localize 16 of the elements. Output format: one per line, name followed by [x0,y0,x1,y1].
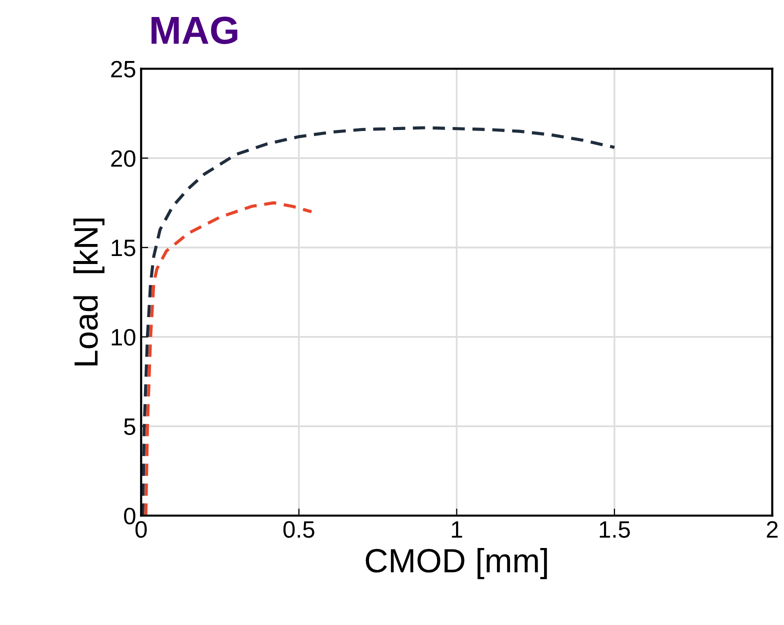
line-series [141,126,616,516]
y-tick-label: 20 [111,150,136,167]
y-tick-label: 0 [124,508,136,524]
x-tick-label: 1 [452,521,462,538]
y-tick-label: 5 [124,418,136,436]
y-tick-label: 15 [112,240,136,256]
y-axis-title: Load [kN] [73,218,104,366]
x-axis-title: CMOD [mm] [366,548,547,580]
y-tick-label: 25 [111,60,136,78]
chart-title: MAG [152,16,238,44]
x-tick-label: 0.5 [283,521,314,538]
x-tick-label: 0 [135,521,147,538]
x-tick-label: 2 [766,521,778,538]
y-tick-label: 10 [112,328,136,346]
line-series [144,201,314,516]
x-tick-label: 1.5 [600,521,630,538]
